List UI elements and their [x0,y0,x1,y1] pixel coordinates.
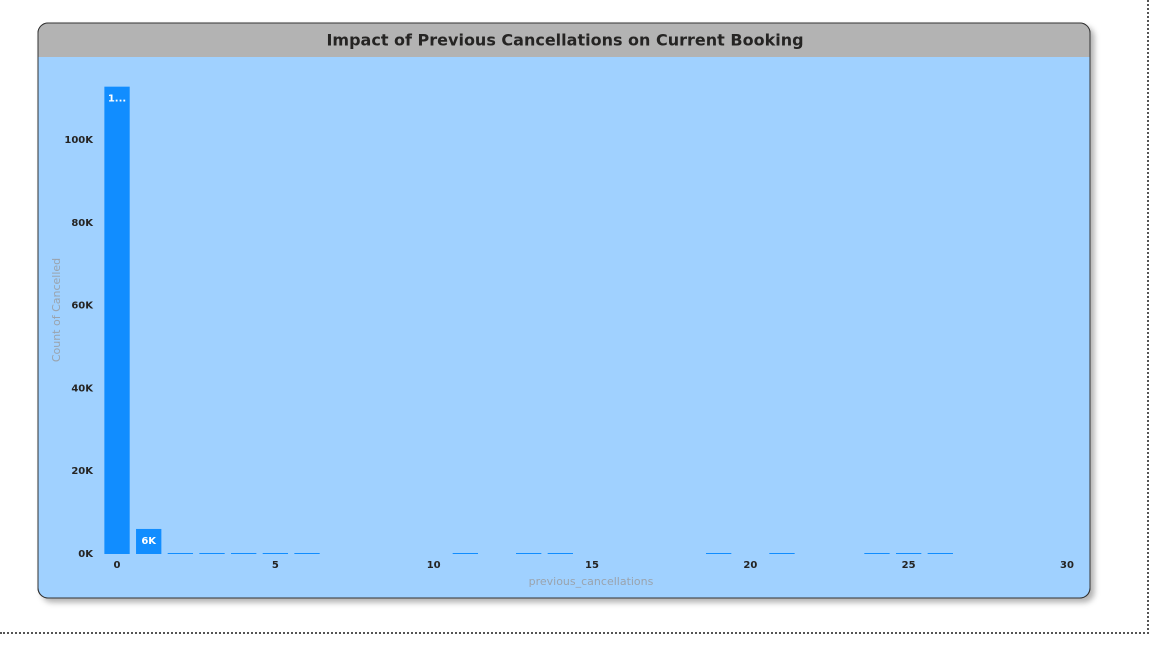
title-bar [38,23,1090,57]
bar [104,86,130,555]
x-tick-label: 5 [272,560,279,571]
bar [294,553,320,554]
y-tick-label: 0K [78,549,94,560]
x-tick-label: 0 [114,560,121,571]
page-frame [0,0,1149,634]
bar [516,553,542,554]
bar [895,553,922,554]
card [37,22,1091,599]
y-axis-label: Count of Cancelled [50,258,63,362]
x-tick-label: 15 [585,560,599,571]
y-tick-label: 100K [64,135,94,146]
bar [136,528,162,554]
bar [547,553,574,554]
bar [705,553,732,554]
bar [262,553,289,554]
y-tick-label: 20K [71,466,94,477]
x-tick-label: 30 [1060,560,1074,571]
x-tick-label: 20 [743,560,757,571]
x-tick-label: 10 [427,560,441,571]
y-tick-label: 80K [71,218,94,229]
chart-title: Impact of Previous Cancellations on Curr… [326,31,803,50]
x-axis-label: previous_cancellations [529,575,654,588]
bar [167,553,194,554]
bar [231,553,257,554]
bar [864,553,890,554]
y-tick-label: 40K [71,383,94,394]
x-tick-label: 25 [902,560,916,571]
y-tick-label: 60K [71,301,94,312]
bar [199,553,225,554]
card-border [37,22,1091,599]
bar [452,553,479,554]
data-label: 6K [141,536,157,547]
bar [927,553,953,554]
bar [769,553,795,554]
data-label: 1... [108,94,126,105]
